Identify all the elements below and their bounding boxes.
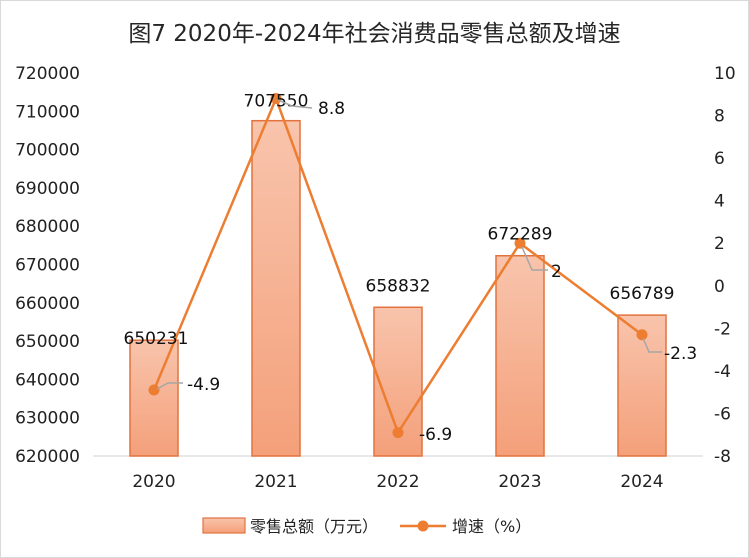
y-left-tick-label: 680000 <box>15 217 80 237</box>
y-right-tick-label: -4 <box>714 362 731 382</box>
legend-line-marker <box>417 520 429 532</box>
line-layer <box>148 93 648 439</box>
legend-line-label: 增速（%） <box>452 517 531 536</box>
y-right-tick-label: -2 <box>714 319 731 339</box>
label-layer: 650231 707550 658832 672289 656789 -4.9 8.8 -6.… <box>124 92 698 445</box>
growth-point <box>270 93 282 105</box>
growth-point <box>636 329 648 341</box>
growth-value-label: 2 <box>551 262 562 282</box>
x-tick-label: 2024 <box>620 472 663 492</box>
y-right-tick-label: -6 <box>714 404 731 424</box>
bar-value-label: 650231 <box>124 329 189 349</box>
growth-point <box>148 384 160 396</box>
leader-line <box>521 246 548 271</box>
y-right-tick-label: 6 <box>714 149 725 169</box>
growth-point <box>392 427 404 439</box>
y-right-tick-label: -8 <box>714 447 731 467</box>
x-tick-label: 2021 <box>254 472 297 492</box>
y-left-tick-label: 660000 <box>15 294 80 314</box>
legend-bar-label: 零售总额（万元） <box>250 517 378 536</box>
bar-value-label: 656789 <box>610 284 675 304</box>
bar-value-label: 672289 <box>488 225 553 245</box>
bar <box>495 254 545 457</box>
y-right-tick-label: 10 <box>714 64 736 84</box>
y-left-tick-label: 690000 <box>15 179 80 199</box>
leader-line <box>156 382 183 390</box>
y-left-tick-label: 720000 <box>15 64 80 84</box>
growth-value-label: -6.9 <box>419 425 452 445</box>
bar-layer <box>129 119 667 457</box>
bar <box>251 119 301 457</box>
bar <box>129 339 179 457</box>
axis-layer: 720000 710000 700000 690000 680000 670000 6600… <box>15 64 736 492</box>
growth-value-label: -2.3 <box>664 344 697 364</box>
y-right-tick-label: 0 <box>714 277 725 297</box>
x-tick-label: 2022 <box>376 472 419 492</box>
growth-value-label: 8.8 <box>318 99 345 119</box>
growth-value-label: -4.9 <box>187 375 220 395</box>
y-left-tick-label: 650000 <box>15 332 80 352</box>
y-right-tick-label: 2 <box>714 234 725 254</box>
leader-line <box>277 99 313 109</box>
y-left-tick-label: 630000 <box>15 409 80 429</box>
growth-point <box>514 237 526 249</box>
x-tick-label: 2023 <box>498 472 541 492</box>
y-left-tick-label: 620000 <box>15 447 80 467</box>
y-right-tick-label: 4 <box>714 192 725 212</box>
y-left-tick-label: 700000 <box>15 141 80 161</box>
y-left-tick-label: 640000 <box>15 370 80 390</box>
bar-value-label: 707550 <box>244 92 309 112</box>
y-right-tick-label: 8 <box>714 107 725 127</box>
chart-title: 图7 2020年-2024年社会消费品零售总额及增速 <box>128 21 621 47</box>
y-left-tick-label: 670000 <box>15 256 80 276</box>
bar-value-label: 658832 <box>366 276 431 296</box>
x-tick-label: 2020 <box>132 472 175 492</box>
legend-bar-swatch <box>202 517 246 534</box>
y-left-tick-label: 710000 <box>15 102 80 122</box>
legend: 零售总额（万元） 增速（%） <box>202 517 531 536</box>
leader-line <box>642 337 662 353</box>
